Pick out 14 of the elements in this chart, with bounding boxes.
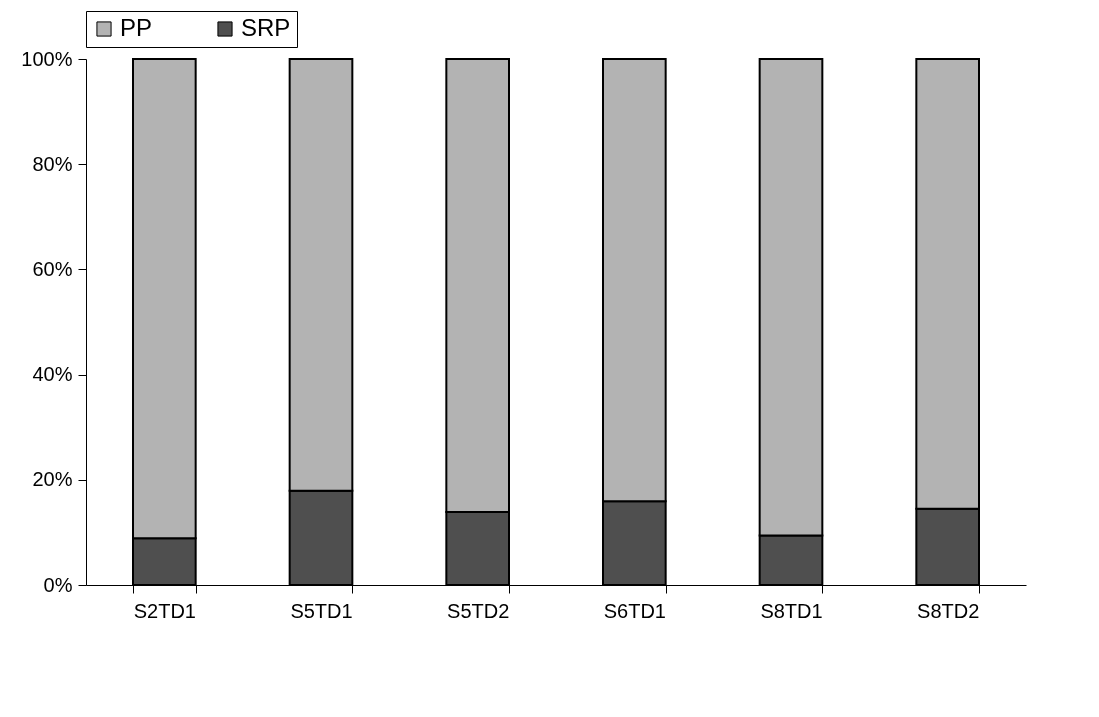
x-tick-label: S5TD1 <box>290 599 353 622</box>
x-tick-label: S2TD1 <box>133 599 196 622</box>
legend-label: PP <box>120 14 153 41</box>
x-tick-label: S8TD1 <box>760 599 823 622</box>
legend-label: SRP <box>241 14 291 41</box>
y-tick-label: 0% <box>43 573 73 596</box>
y-tick-label: 60% <box>32 257 73 280</box>
y-tick-label: 100% <box>21 47 73 70</box>
x-tick-label: S5TD2 <box>447 599 510 622</box>
x-tick-label: S8TD2 <box>917 599 980 622</box>
y-tick-label: 20% <box>32 468 73 491</box>
y-tick-label: 40% <box>32 363 73 386</box>
x-tick-label: S6TD1 <box>603 599 666 622</box>
y-tick-label: 80% <box>32 152 73 175</box>
